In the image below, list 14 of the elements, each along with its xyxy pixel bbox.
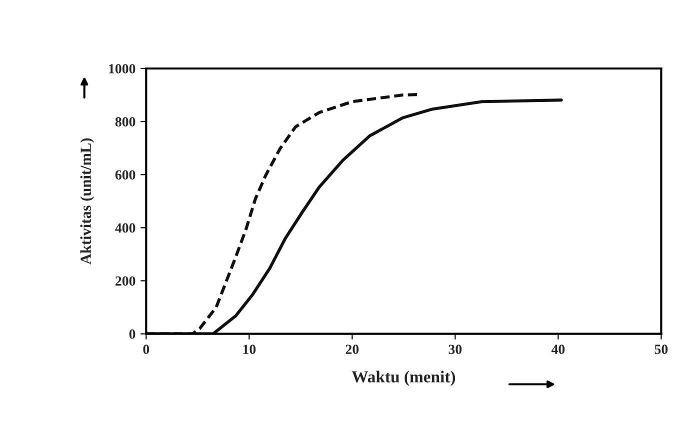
y-tick-label: 800 (115, 117, 136, 127)
y-tick-label: 400 (115, 223, 136, 233)
y-tick-label: 200 (115, 276, 136, 286)
x-tick-label: 10 (243, 344, 256, 354)
y-tick-label: 0 (129, 329, 136, 339)
x-tick-label: 20 (346, 344, 359, 354)
x-axis-title: Waktu (menit) (352, 370, 456, 386)
y-tick-label: 600 (115, 170, 136, 180)
x-tick-label: 0 (143, 344, 150, 354)
x-tick-label: 40 (551, 344, 565, 354)
y-axis-title: Aktivitas (unit/mL) (80, 138, 94, 264)
x-tick-label: 30 (448, 344, 462, 354)
y-tick-label: 1000 (109, 64, 136, 74)
x-tick-label: 50 (654, 344, 668, 354)
